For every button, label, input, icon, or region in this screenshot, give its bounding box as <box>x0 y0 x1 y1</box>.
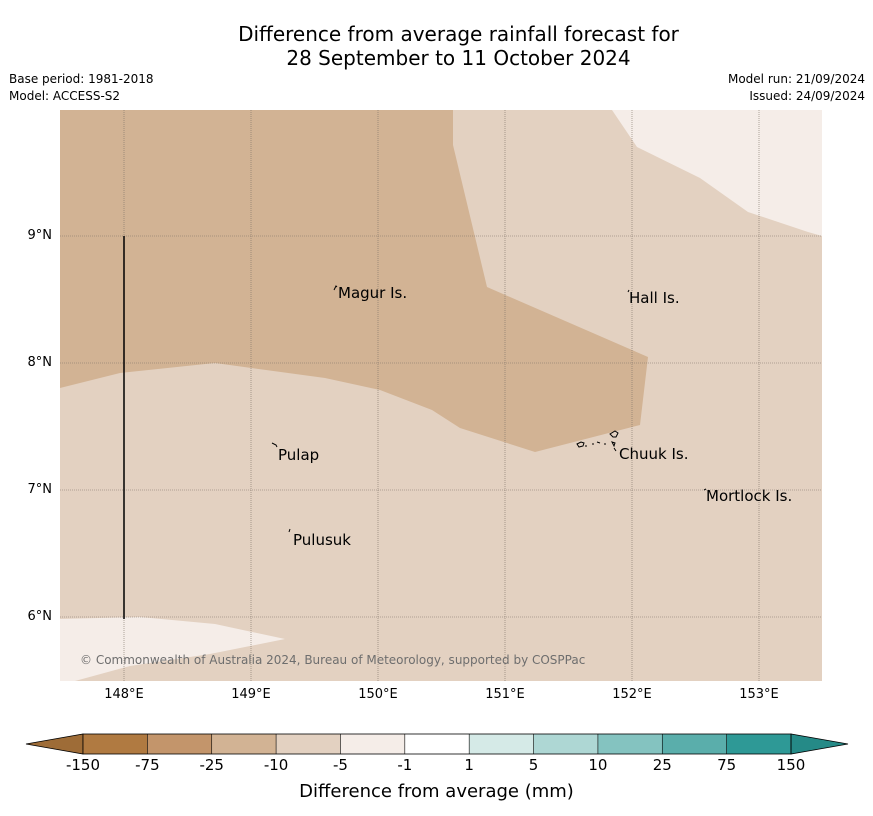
place-pulusuk: Pulusuk <box>293 531 351 549</box>
colorbar-tick-label: -75 <box>135 756 160 774</box>
lon-label-148e: 148°E <box>104 687 144 702</box>
model-name: Model: ACCESS-S2 <box>9 89 121 103</box>
island-chuuk-lagoon <box>576 430 619 452</box>
chart-title: Difference from average rainfall forecas… <box>0 22 873 70</box>
colorbar-tick-label: 75 <box>717 756 737 774</box>
island-pulusuk <box>288 528 291 533</box>
lon-label-150e: 150°E <box>358 687 398 702</box>
meta-right: Model run: 21/09/2024 Issued: 24/09/2024 <box>728 71 865 105</box>
issued-date: Issued: 24/09/2024 <box>749 89 865 103</box>
lon-label-153e: 153°E <box>739 687 779 702</box>
place-hall: Hall Is. <box>629 289 680 307</box>
colorbar-swatch <box>597 734 663 754</box>
colorbar-tick-label: -10 <box>263 756 289 774</box>
island-mortlock <box>703 488 707 491</box>
place-pulap: Pulap <box>278 446 320 464</box>
meta-left: Base period: 1981-2018 Model: ACCESS-S2 <box>9 71 154 105</box>
place-magur: Magur Is. <box>338 284 408 302</box>
colorbar-tick-label: -150 <box>65 756 101 774</box>
colorbar-tick-label: -5 <box>332 756 348 774</box>
colorbar-tick-label: 5 <box>528 756 539 774</box>
copyright-notice: © Commonwealth of Australia 2024, Bureau… <box>80 653 586 667</box>
colorbar-tick-label: 150 <box>776 756 806 774</box>
lat-label-8n: 8°N <box>27 355 53 370</box>
place-chuuk: Chuuk Is. <box>619 445 689 463</box>
lat-label-9n: 9°N <box>27 228 53 243</box>
colorbar-swatch <box>404 734 470 754</box>
colorbar-frame <box>82 733 792 755</box>
lat-label-7n: 7°N <box>27 482 53 497</box>
colorbar-swatch <box>533 734 598 754</box>
colorbar-tick-label: -25 <box>199 756 224 774</box>
lat-label-6n: 6°N <box>27 609 53 624</box>
island-hall <box>627 289 630 293</box>
colorbar-swatch <box>211 734 277 754</box>
colorbar-over-arrow <box>790 733 849 755</box>
colorbar-tick-label: -1 <box>397 756 413 774</box>
place-mortlock: Mortlock Is. <box>706 487 793 505</box>
island-magur <box>333 285 338 291</box>
base-period: Base period: 1981-2018 <box>9 72 154 86</box>
lon-label-152e: 152°E <box>612 687 652 702</box>
lon-label-151e: 151°E <box>485 687 525 702</box>
colorbar-tick-label: 10 <box>588 756 608 774</box>
rain-region-near-average-ne <box>612 110 822 236</box>
colorbar-swatch <box>726 734 791 754</box>
colorbar-swatch <box>276 734 341 754</box>
colorbar-under-arrow <box>25 733 84 755</box>
title-line-2: 28 September to 11 October 2024 <box>286 46 631 70</box>
colorbar-swatch <box>340 734 405 754</box>
model-run: Model run: 21/09/2024 <box>727 72 865 86</box>
island-pulap <box>271 442 278 448</box>
colorbar-title: Difference from average (mm) <box>299 781 574 802</box>
title-line-1: Difference from average rainfall forecas… <box>238 22 679 46</box>
colorbar-swatch <box>83 734 148 754</box>
colorbar-swatch <box>662 734 727 754</box>
colorbar-tick-label: 1 <box>464 756 474 774</box>
colorbar-swatch <box>147 734 212 754</box>
rain-region-below-25 <box>60 110 648 452</box>
colorbar <box>25 733 849 755</box>
rain-region-near-average-sw <box>60 617 285 681</box>
lon-label-149e: 149°E <box>231 687 271 702</box>
colorbar-tick-label: 25 <box>652 756 672 774</box>
colorbar-swatch <box>469 734 534 754</box>
